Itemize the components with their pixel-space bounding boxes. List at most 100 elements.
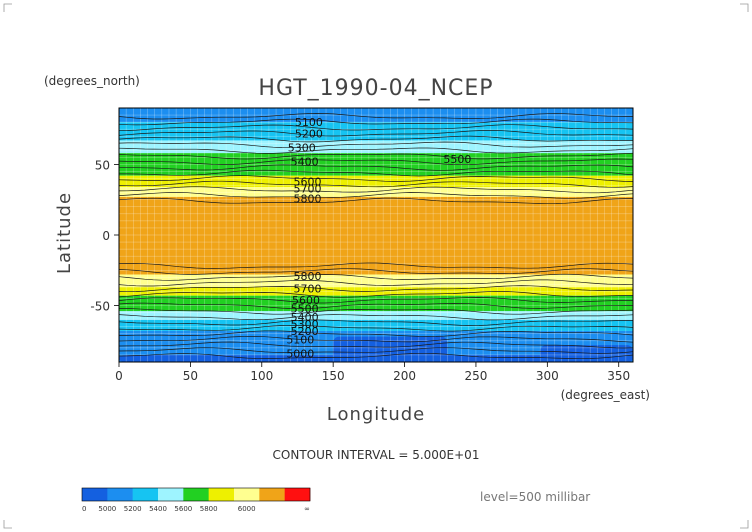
contour-line [118,113,634,120]
contour-line [118,175,634,182]
contour-lines [118,113,634,360]
colorbar-label: 0 [82,505,86,513]
color-band-1 [119,122,633,141]
contour-line [118,324,634,332]
x-tick-label: 350 [607,369,630,383]
color-band-2 [119,140,633,154]
contour-label: 5800 [293,192,321,205]
contour-line [118,192,634,199]
y-axis-ticks: 50 0 -50 [90,158,119,314]
x-tick-label: 100 [250,369,273,383]
contour-label: 5600 [292,294,320,307]
color-band-0 [119,108,633,123]
contour-line [118,186,634,194]
y-axis-label: Latitude [54,192,75,274]
contour-line [118,352,634,360]
contour-label: 5200 [291,325,319,338]
contour-label: 5200 [295,127,323,140]
x-units-label: (degrees_east) [561,388,650,402]
contour-line [118,297,633,304]
contour-line [118,279,634,287]
contour-label: 5600 [293,175,321,188]
contour-line [118,335,634,343]
colorbar-frame [81,487,311,502]
x-axis-label: Longitude [327,404,426,425]
contour-label: 5100 [286,333,314,346]
contour-line [118,268,634,275]
contour-line [118,308,634,315]
contour-line [118,152,634,160]
color-band-9 [119,295,633,312]
colorbar-label: 5400 [149,505,167,513]
contour-label: 5100 [295,116,323,129]
contour-line [118,291,633,298]
y-tick-label: -50 [90,300,110,314]
contour-label: 5700 [293,283,321,296]
contour-label: 5300 [288,142,316,155]
contour-line [118,130,634,137]
contour-line [118,341,634,349]
contour-line [118,330,634,337]
color-band-6 [119,196,633,275]
contour-line [118,319,633,326]
contour-label: 5800 [293,270,321,283]
contour-label: 5400 [291,311,319,324]
contour-line [118,314,634,321]
contour-line [118,158,634,166]
x-tick-label: 150 [322,369,345,383]
contour-line [119,164,634,171]
colorbar-label: 5600 [174,505,192,513]
contour-line [118,118,634,126]
contour-line [118,273,634,281]
contour-line [118,347,634,354]
y-tick-label: 50 [95,158,110,172]
contour-line [118,197,633,205]
x-tick-label: 200 [393,369,416,383]
contour-line [118,285,634,293]
colorbar: 0 5000 5200 5400 5600 5800 6000 ∞ [81,487,311,513]
contour-interval: CONTOUR INTERVAL = 5.000E+01 [273,448,480,462]
chart-title: HGT_1990-04_NCEP [258,76,493,101]
colorbar-swatch [107,488,133,501]
contour-label: 5500 [443,153,471,166]
x-tick-label: 300 [536,369,559,383]
contour-line [118,124,634,132]
colorbar-swatch [208,488,235,501]
contour-label: 5300 [291,318,319,331]
colorbar-swatch [284,488,311,501]
y-units-label: (degrees_north) [44,74,140,88]
x-tick-label: 0 [115,369,123,383]
y-tick-label: 0 [102,229,110,243]
contour-line [118,141,634,149]
colorbar-swatch [82,488,108,501]
contour-label: 5000 [286,348,314,361]
colorbar-label: 6000 [238,505,256,513]
color-band-4 [119,175,633,188]
color-band-11 [119,319,633,331]
colorbar-label: 5000 [98,505,116,513]
colorbar-label: 5800 [200,505,218,513]
colorbar-swatch [259,488,285,501]
color-band-5 [119,187,633,197]
x-tick-label: 50 [183,369,198,383]
colorbar-swatch [158,488,184,501]
color-band-7 [119,274,633,288]
low-regions [119,336,633,362]
contour-label: 5700 [293,182,321,195]
colorbar-swatch [132,488,159,501]
colorbar-swatch [234,488,260,501]
level-label: level=500 millibar [480,490,590,504]
contour-label: 5400 [291,156,319,169]
contour-label: 5500 [291,302,319,315]
contour-line [118,135,633,143]
colorbar-label: ∞ [304,505,310,513]
colorbar-label: 5200 [124,505,142,513]
low-region-2 [540,345,633,362]
contour-line [118,180,634,188]
x-tick-label: 250 [464,369,487,383]
contour-line [118,147,634,154]
contour-line [118,302,634,309]
crop-marks [3,3,749,529]
